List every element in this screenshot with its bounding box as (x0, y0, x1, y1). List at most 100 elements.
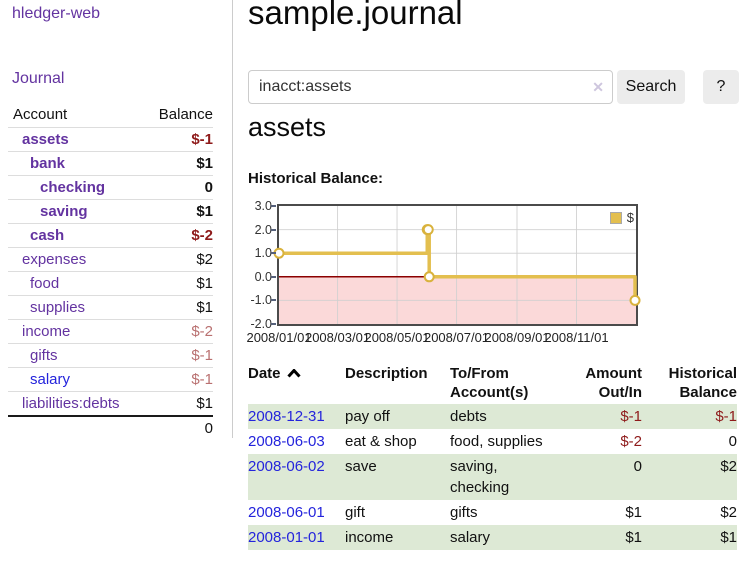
account-link[interactable]: bank (30, 155, 66, 172)
search-input[interactable] (248, 70, 613, 104)
transaction-amount: 0 (633, 458, 642, 475)
transaction-accounts: gifts (450, 504, 478, 521)
account-link[interactable]: liabilities:debts (22, 395, 120, 412)
balance-chart: $ 3.0 2.0 1.0 0.0 -1.0 -2.0 2008/01/01 2008/03/… (246, 199, 742, 354)
y-axis-tick-label: 1.0 (254, 246, 272, 261)
register-header-row: Date Description To/From Account(s) Amou… (248, 362, 737, 404)
account-balance: $-1 (191, 371, 213, 388)
data-point-marker (423, 271, 435, 283)
register-row[interactable]: 2008-12-31 pay off debts $-1 $-1 (248, 404, 737, 429)
accounts-table: Account Balance assets $-1 bank $1 checking 0… (8, 103, 213, 440)
sidebar-item-journal[interactable]: Journal (12, 70, 65, 87)
account-balance: $-2 (191, 323, 213, 340)
chart-title: Historical Balance: (248, 170, 384, 187)
account-balance: $1 (196, 275, 213, 292)
account-balance: $1 (196, 155, 213, 172)
account-row: food $1 (8, 271, 213, 296)
account-balance: $-1 (191, 131, 213, 148)
accounts-total-value: 0 (204, 420, 213, 437)
transaction-balance: 0 (728, 433, 737, 450)
account-row: liabilities:debts $1 (8, 391, 213, 417)
transaction-amount: $-1 (620, 408, 642, 425)
chart-plot-area: $ (273, 204, 641, 326)
transaction-amount: $1 (625, 504, 642, 521)
accounts-header-account: Account (13, 106, 68, 123)
transaction-amount: $-2 (620, 433, 642, 450)
page-title: sample.journal (248, 0, 463, 31)
register-header-accounts: To/From Account(s) (450, 365, 529, 401)
legend-label: $ (626, 210, 634, 225)
help-button[interactable]: ? (703, 70, 739, 104)
transaction-balance: $-1 (715, 408, 737, 425)
y-axis-tick-mark (271, 228, 276, 231)
data-point-marker (629, 294, 641, 306)
y-axis-tick-mark (271, 205, 276, 207)
y-axis-tick-label: -2.0 (250, 317, 272, 331)
account-row: income $-2 (8, 319, 213, 344)
transaction-date-link[interactable]: 2008-01-01 (248, 529, 325, 546)
account-balance: $1 (196, 395, 213, 412)
register-header-balance: Historical Balance (668, 365, 737, 401)
account-row: salary $-1 (8, 367, 213, 392)
account-row: gifts $-1 (8, 343, 213, 368)
register-header-description: Description (345, 365, 428, 382)
y-axis-tick-mark (271, 252, 276, 255)
transaction-date-link[interactable]: 2008-12-31 (248, 408, 325, 425)
account-link[interactable]: income (22, 323, 71, 340)
transaction-date-link[interactable]: 2008-06-01 (248, 504, 325, 521)
transaction-date-link[interactable]: 2008-06-03 (248, 433, 325, 450)
account-balance: 0 (204, 179, 213, 196)
transaction-accounts: saving, checking (450, 458, 510, 496)
transaction-accounts: debts (450, 408, 487, 425)
x-axis-tick-label: 2008/03/01 (304, 330, 371, 345)
register-row[interactable]: 2008-06-02 save saving, checking 0 $2 (248, 454, 737, 500)
account-link[interactable]: gifts (30, 347, 58, 364)
brand-link[interactable]: hledger-web (12, 5, 101, 22)
accounts-header-balance: Balance (158, 106, 213, 123)
account-link[interactable]: supplies (30, 299, 86, 316)
register-header-amount: Amount Out/In (585, 365, 642, 401)
account-balance: $1 (196, 203, 213, 220)
account-row: supplies $1 (8, 295, 213, 320)
transaction-accounts: salary (450, 529, 491, 546)
x-axis-tick-label: 2008/01/01 (246, 330, 312, 345)
account-row: cash $-2 (8, 223, 213, 248)
account-link[interactable]: checking (40, 179, 106, 196)
transaction-description: eat & shop (345, 433, 417, 450)
y-axis-tick-mark (271, 299, 276, 302)
search-button[interactable]: Search (617, 70, 685, 104)
y-axis-tick-label: -1.0 (250, 293, 272, 308)
account-balance: $1 (196, 299, 213, 316)
accounts-header-row: Account Balance (8, 103, 213, 128)
account-link[interactable]: saving (40, 203, 88, 220)
x-axis-tick-label: 2008/09/01 (484, 330, 550, 345)
account-link[interactable]: salary (30, 371, 71, 388)
account-row: saving $1 (8, 199, 213, 224)
sort-asc-icon (286, 364, 301, 383)
register-row[interactable]: 2008-01-01 income salary $1 $1 (248, 525, 737, 550)
account-link[interactable]: expenses (22, 251, 87, 268)
clear-search-icon[interactable]: ✕ (592, 79, 604, 95)
transaction-date-link[interactable]: 2008-06-02 (248, 458, 325, 475)
transaction-description: save (345, 458, 377, 475)
x-axis-tick-label: 2008/07/01 (423, 330, 490, 345)
transaction-accounts: food, supplies (450, 433, 543, 450)
data-point-marker (422, 224, 434, 236)
account-balance: $-1 (191, 347, 213, 364)
register-header-date[interactable]: Date (248, 362, 345, 404)
main-content: sample.journal ✕ Search ? assets Histori… (246, 0, 742, 582)
sidebar: hledger-web Journal Account Balance asse… (0, 0, 233, 438)
y-axis-tick-label: 3.0 (254, 199, 272, 213)
register-table: Date Description To/From Account(s) Amou… (248, 362, 737, 550)
account-link[interactable]: assets (22, 131, 69, 148)
account-row: bank $1 (8, 151, 213, 176)
account-link[interactable]: cash (30, 227, 65, 244)
transaction-description: pay off (345, 408, 390, 425)
register-row[interactable]: 2008-06-01 gift gifts $1 $2 (248, 500, 737, 525)
transaction-balance: $2 (720, 458, 737, 475)
transaction-amount: $1 (625, 529, 642, 546)
register-row[interactable]: 2008-06-03 eat & shop food, supplies $-2 0 (248, 429, 737, 454)
account-balance: $-2 (191, 227, 213, 244)
transaction-description: income (345, 529, 394, 546)
account-link[interactable]: food (30, 275, 60, 292)
